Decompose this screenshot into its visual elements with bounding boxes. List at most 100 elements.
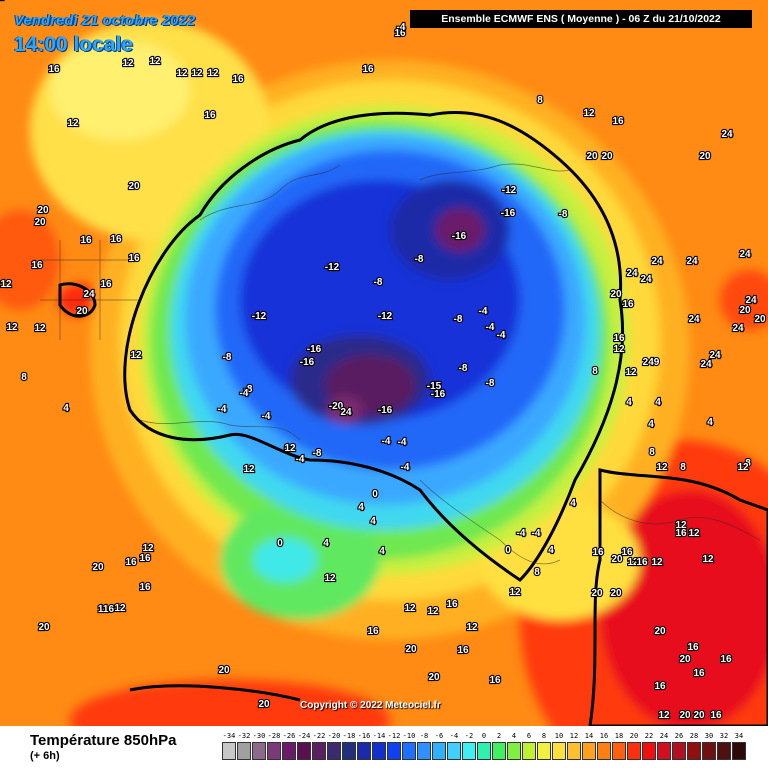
- isotherm-value-label: 20: [258, 699, 270, 710]
- isotherm-value-label: 20: [586, 151, 598, 162]
- scale-label: -28: [267, 732, 281, 740]
- isotherm-value-label: 12: [509, 587, 521, 598]
- isotherm-value-label: -4: [240, 388, 249, 399]
- scale-swatch: [267, 742, 281, 760]
- temperature-map: 16 12 12 16 16 12 12 12 16 16 12 12 20 20 20 16 16 16 12 16…: [0, 0, 768, 726]
- scale-label: -18: [342, 732, 356, 740]
- isotherm-value-label: 20: [128, 181, 140, 192]
- isotherm-value-label: 16: [139, 582, 151, 593]
- isotherm-value-label: 8: [21, 372, 27, 383]
- isotherm-value-label: 0: [284, 444, 290, 455]
- scale-swatch: [237, 742, 251, 760]
- isotherm-value-label: 12: [583, 108, 595, 119]
- scale-swatch: [372, 742, 386, 760]
- isotherm-value-label: 12: [207, 68, 219, 79]
- isotherm-value-label: 12: [702, 554, 714, 565]
- scale-swatch: [492, 742, 506, 760]
- scale-swatch: [282, 742, 296, 760]
- isotherm-value-label: 12: [114, 603, 126, 614]
- scale-label: -2: [464, 732, 474, 740]
- model-banner: Ensemble ECMWF ENS ( Moyenne ) - 06 Z du…: [410, 10, 752, 28]
- scale-swatch: [312, 742, 326, 760]
- scale-label: -32: [237, 732, 251, 740]
- isotherm-value-label: 20: [610, 588, 622, 599]
- scale-swatch: [687, 742, 701, 760]
- scale-label: -20: [327, 732, 341, 740]
- isotherm-value-label: 8: [537, 95, 543, 106]
- isotherm-value-label: -4: [497, 330, 506, 341]
- scale-label: 32: [719, 732, 729, 740]
- isotherm-value-label: -4: [479, 306, 488, 317]
- scale-swatch: [507, 742, 521, 760]
- scale-label: 34: [734, 732, 744, 740]
- color-scale: -34 -32 -30 -28 -26 -24 -22 -20 -18 -16 -14 -12 -10-…: [222, 732, 752, 762]
- isotherm-value-label: 4: [570, 498, 576, 509]
- isotherm-value-label: -8: [459, 363, 468, 374]
- isotherm-value-label: -8: [244, 384, 253, 395]
- isotherm-value-label: 4: [358, 502, 364, 513]
- isotherm-value-label: 20: [591, 588, 603, 599]
- scale-swatch: [297, 742, 311, 760]
- isotherm-value-label: 16: [687, 642, 699, 653]
- scale-swatch: [402, 742, 416, 760]
- isotherm-value-label: 12: [149, 56, 161, 67]
- isotherm-value-label: -4: [382, 436, 391, 447]
- scale-label: -4: [449, 732, 459, 740]
- scale-swatch: [582, 742, 596, 760]
- isotherm-value-label: 16: [48, 64, 60, 75]
- scale-label: 24: [659, 732, 669, 740]
- scale-label: -22: [312, 732, 326, 740]
- legend-subtitle: (+ 6h): [30, 750, 60, 762]
- isotherm-value-label: -12: [378, 311, 393, 322]
- scale-label: -34: [222, 732, 236, 740]
- scale-swatch: [552, 742, 566, 760]
- isotherm-value-label: 12: [651, 557, 663, 568]
- isotherm-value-label: 16: [80, 235, 92, 246]
- isotherm-value-label: 20: [611, 554, 623, 565]
- scale-label: 30: [704, 732, 714, 740]
- isotherm-value-label: 16: [125, 557, 137, 568]
- scale-label: -8: [419, 732, 429, 740]
- scale-label: 2: [496, 732, 502, 740]
- isotherm-value-label: 12: [6, 322, 18, 333]
- isotherm-value-label: -8: [559, 209, 568, 220]
- isotherm-value-label: 16: [693, 668, 705, 679]
- scale-label: 14: [584, 732, 594, 740]
- isotherm-value-label: 24: [640, 274, 652, 285]
- isotherm-value-label: 12: [627, 557, 639, 568]
- isotherm-value-label: 12: [142, 543, 154, 554]
- isotherm-value-label: 24: [732, 323, 744, 334]
- isotherm-value-label: 249: [643, 357, 660, 368]
- scale-label: 6: [526, 732, 532, 740]
- isotherm-value-label: 12: [427, 606, 439, 617]
- isotherm-value-label: -4: [517, 528, 526, 539]
- isotherm-value-label: 8: [534, 567, 540, 578]
- isotherm-value-label: 20: [739, 305, 751, 316]
- scale-swatch: [627, 742, 641, 760]
- isotherm-value-label: 12: [34, 323, 46, 334]
- scale-label: 0: [481, 732, 487, 740]
- isotherm-value-label: 8: [649, 447, 655, 458]
- scale-swatch: [672, 742, 686, 760]
- isotherm-value-label: 12: [658, 710, 670, 721]
- isotherm-value-label: -20: [329, 401, 344, 412]
- isotherm-value-label: 24: [721, 129, 733, 140]
- isotherm-value-label: 20: [754, 314, 766, 325]
- isotherm-value-label: 16: [636, 557, 648, 568]
- isotherm-value-label: 12: [191, 68, 203, 79]
- isotherm-value-label: -12: [325, 262, 340, 273]
- scale-swatch: [387, 742, 401, 760]
- isotherm-value-label: 20: [92, 562, 104, 573]
- scale-label: 16: [599, 732, 609, 740]
- isotherm-value-label: 16: [394, 28, 406, 39]
- isotherm-value-label: 16: [621, 547, 633, 558]
- isotherm-value-label: 4: [707, 417, 713, 428]
- isotherm-value-label: 4: [379, 546, 385, 557]
- isotherm-value-label: -4: [0, 0, 5, 3]
- scale-swatch: [357, 742, 371, 760]
- coastlines: [40, 163, 761, 565]
- isotherm-value-label: -16: [300, 357, 315, 368]
- scale-swatch: [477, 742, 491, 760]
- isotherm-value-label: 8: [745, 458, 751, 469]
